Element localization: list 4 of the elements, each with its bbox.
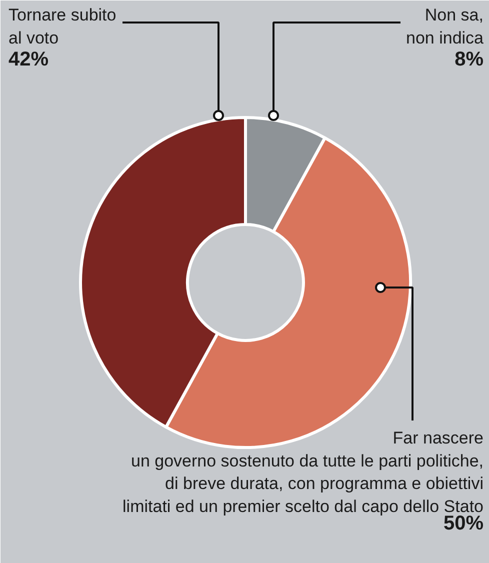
slice-label: Tornare subito al voto <box>8 6 116 48</box>
data-label: 8% <box>454 48 484 70</box>
data-label: 42% <box>8 48 49 70</box>
slice-label: Non sa, non indica <box>406 6 484 48</box>
